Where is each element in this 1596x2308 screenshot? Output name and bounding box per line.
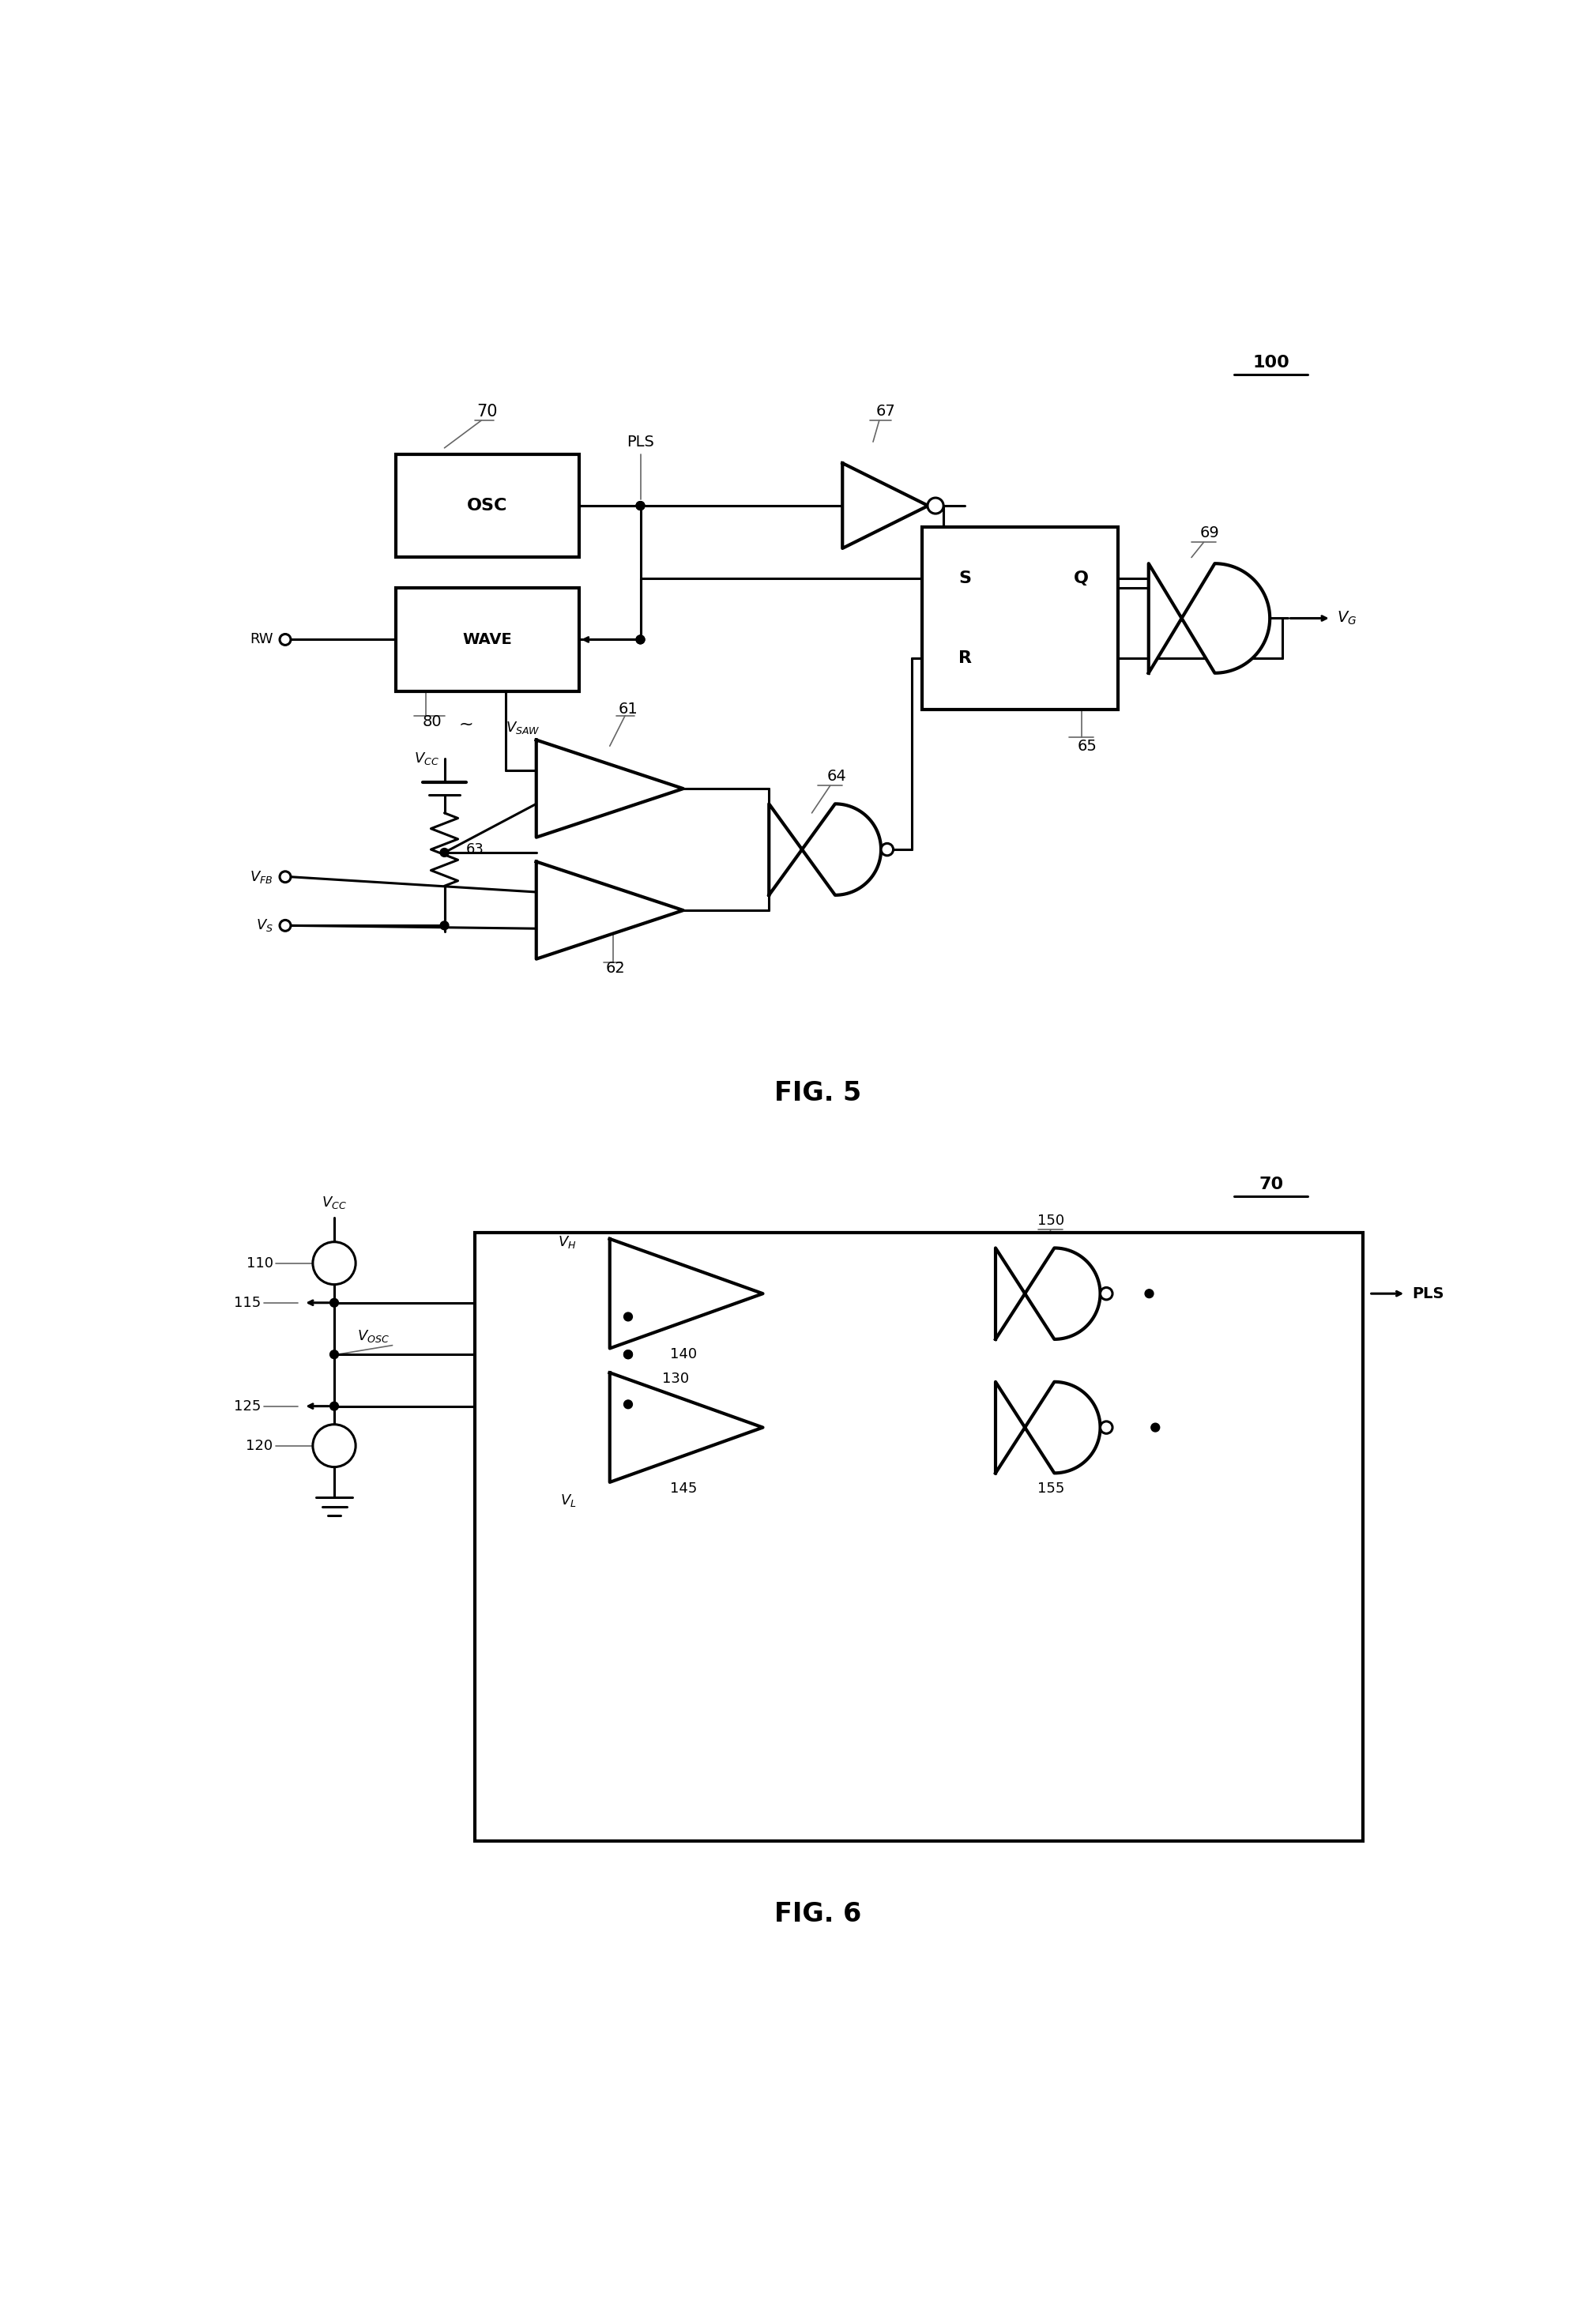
Text: −: − xyxy=(546,916,563,935)
Circle shape xyxy=(637,635,645,644)
Text: PLS: PLS xyxy=(627,434,654,450)
Text: FIG. 6: FIG. 6 xyxy=(774,1902,862,1927)
Text: PLS: PLS xyxy=(1412,1286,1444,1302)
Text: +: + xyxy=(621,1401,635,1417)
Text: 110: 110 xyxy=(246,1256,273,1269)
Bar xyxy=(476,1232,1363,1842)
Polygon shape xyxy=(769,803,881,896)
Text: −: − xyxy=(619,1302,637,1322)
Circle shape xyxy=(279,921,290,930)
Circle shape xyxy=(313,1242,356,1286)
Text: +: + xyxy=(547,766,562,782)
Text: +: + xyxy=(621,1267,635,1283)
Text: $V_{CC}$: $V_{CC}$ xyxy=(322,1196,346,1209)
Text: OSC: OSC xyxy=(468,499,508,515)
Text: FIG. 5: FIG. 5 xyxy=(774,1080,862,1106)
Polygon shape xyxy=(536,861,683,960)
Bar xyxy=(396,455,579,559)
Text: 115: 115 xyxy=(233,1295,260,1311)
Text: $V_{SAW}$: $V_{SAW}$ xyxy=(506,720,541,736)
Text: $V_S$: $V_S$ xyxy=(255,919,273,932)
Text: 61: 61 xyxy=(618,702,638,718)
Text: +: + xyxy=(547,886,562,902)
Circle shape xyxy=(440,921,448,930)
Circle shape xyxy=(624,1350,632,1359)
Text: $V_H$: $V_H$ xyxy=(557,1235,576,1251)
Circle shape xyxy=(624,1401,632,1408)
Text: ~: ~ xyxy=(458,718,474,732)
Text: 100: 100 xyxy=(1253,355,1290,372)
Bar xyxy=(396,589,579,692)
Circle shape xyxy=(313,1424,356,1468)
Text: 155: 155 xyxy=(1037,1482,1065,1496)
Text: 125: 125 xyxy=(233,1399,260,1412)
Circle shape xyxy=(1100,1422,1112,1433)
Circle shape xyxy=(637,501,645,510)
Text: Q: Q xyxy=(1074,570,1088,586)
Bar xyxy=(922,526,1117,709)
Text: −: − xyxy=(546,794,563,812)
Polygon shape xyxy=(843,464,929,549)
Polygon shape xyxy=(610,1239,763,1348)
Text: 140: 140 xyxy=(670,1348,697,1362)
Text: 120: 120 xyxy=(246,1438,273,1452)
Text: 62: 62 xyxy=(606,960,626,976)
Text: WAVE: WAVE xyxy=(463,632,512,646)
Circle shape xyxy=(440,849,448,856)
Text: 145: 145 xyxy=(670,1482,697,1496)
Polygon shape xyxy=(996,1249,1100,1339)
Text: 150: 150 xyxy=(1037,1214,1065,1228)
Text: 63: 63 xyxy=(466,842,484,856)
Text: 67: 67 xyxy=(876,404,895,420)
Text: 130: 130 xyxy=(662,1371,689,1385)
Text: 65: 65 xyxy=(1077,739,1096,752)
Circle shape xyxy=(279,872,290,882)
Circle shape xyxy=(279,635,290,644)
Text: $V_L$: $V_L$ xyxy=(560,1493,576,1509)
Text: $V_{CC}$: $V_{CC}$ xyxy=(413,750,439,766)
Text: RW: RW xyxy=(249,632,273,646)
Text: $V_{OSC}$: $V_{OSC}$ xyxy=(358,1329,389,1343)
Circle shape xyxy=(927,499,943,515)
Text: $V_G$: $V_G$ xyxy=(1337,609,1357,628)
Polygon shape xyxy=(1149,563,1270,674)
Polygon shape xyxy=(996,1382,1100,1473)
Circle shape xyxy=(330,1299,338,1306)
Circle shape xyxy=(1151,1424,1160,1431)
Text: S: S xyxy=(959,570,972,586)
Polygon shape xyxy=(610,1373,763,1482)
Circle shape xyxy=(637,635,645,644)
Circle shape xyxy=(624,1350,632,1359)
Text: 64: 64 xyxy=(827,769,846,785)
Text: 70: 70 xyxy=(1259,1177,1283,1191)
Circle shape xyxy=(1144,1290,1154,1297)
Circle shape xyxy=(330,1401,338,1410)
Text: 70: 70 xyxy=(477,404,498,420)
Circle shape xyxy=(637,501,645,510)
Text: −: − xyxy=(619,1436,637,1454)
Circle shape xyxy=(330,1350,338,1359)
Text: R: R xyxy=(958,651,972,667)
Circle shape xyxy=(624,1313,632,1320)
Circle shape xyxy=(881,842,894,856)
Text: $V_{FB}$: $V_{FB}$ xyxy=(249,868,273,884)
Circle shape xyxy=(1100,1288,1112,1299)
Polygon shape xyxy=(536,741,683,838)
Text: 69: 69 xyxy=(1200,526,1219,540)
Text: 80: 80 xyxy=(423,713,442,729)
